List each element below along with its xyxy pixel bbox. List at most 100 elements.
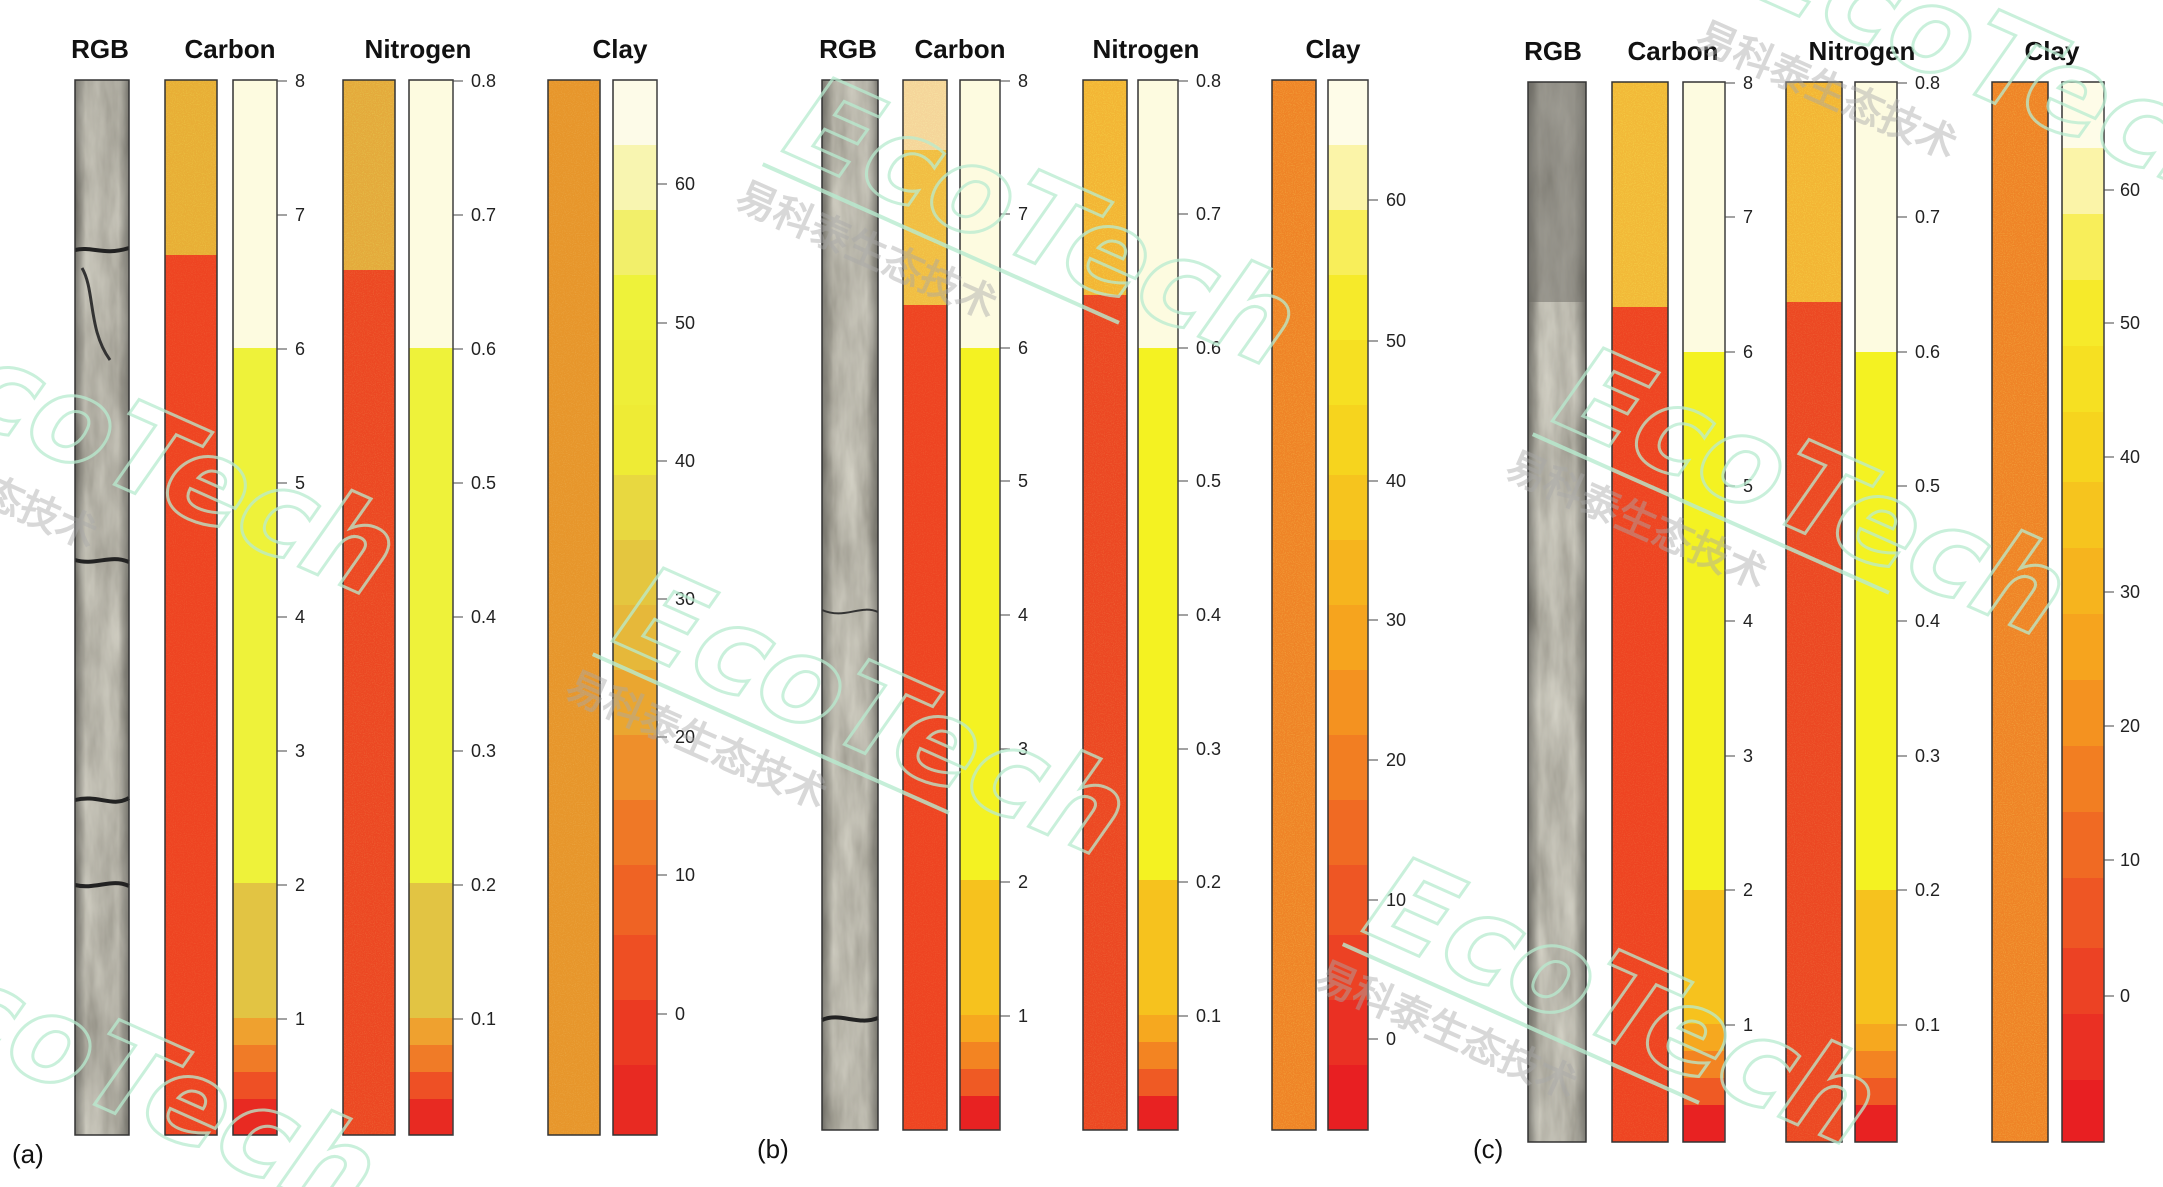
clay-colorbar-band xyxy=(1328,540,1368,605)
clay-colorbar xyxy=(2061,81,2105,1143)
nitrogen-tick-label: 0.5 xyxy=(471,473,496,493)
nitrogen-tick-label: 0.6 xyxy=(471,339,496,359)
nitrogen-colorbar-band xyxy=(1138,1042,1178,1069)
title-nitrogen: Nitrogen xyxy=(1093,34,1200,64)
clay-colorbar-band xyxy=(2062,214,2104,280)
carbon-tick-label: 7 xyxy=(1743,207,1753,227)
nitrogen-colorbar-band xyxy=(1855,1051,1897,1078)
clay-colorbar-band xyxy=(1328,735,1368,800)
panel-c: RGB Carbon Nitrogen Clay (c) xyxy=(1473,36,2140,1164)
clay-tick-label: 50 xyxy=(2120,313,2140,333)
title-nitrogen: Nitrogen xyxy=(1809,36,1916,66)
clay-colorbar-band xyxy=(1328,865,1368,935)
title-rgb: RGB xyxy=(71,34,129,64)
nitrogen-map-image xyxy=(1082,79,1128,1131)
carbon-map-image xyxy=(1611,81,1669,1143)
nitrogen-tick-label: 0.4 xyxy=(1915,611,1940,631)
clay-colorbar-band xyxy=(2062,148,2104,214)
nitrogen-colorbar-band xyxy=(1138,1096,1178,1130)
nitrogen-tick-label: 0.3 xyxy=(1915,746,1940,766)
nitrogen-colorbar-band xyxy=(1138,80,1178,348)
nitrogen-colorbar-band xyxy=(1855,1105,1897,1142)
clay-colorbar-band xyxy=(2062,680,2104,746)
clay-colorbar-band xyxy=(2062,280,2104,346)
carbon-tick-label: 6 xyxy=(1743,342,1753,362)
nitrogen-tick-label: 0.4 xyxy=(1196,605,1221,625)
clay-colorbar xyxy=(612,79,658,1136)
carbon-tick-label: 4 xyxy=(1743,611,1753,631)
clay-colorbar-band xyxy=(1328,340,1368,405)
carbon-colorbar-band xyxy=(1683,1051,1725,1078)
clay-axis: 0 10 20 30 40 50 60 xyxy=(656,80,695,1135)
nitrogen-colorbar-band xyxy=(1138,348,1178,880)
carbon-colorbar-band xyxy=(960,348,1000,880)
panel-b: RGB Carbon Nitrogen Clay (b) xyxy=(757,34,1406,1164)
carbon-colorbar-band xyxy=(233,1045,277,1072)
clay-tick-label: 50 xyxy=(675,313,695,333)
clay-tick-label: 40 xyxy=(675,451,695,471)
carbon-tick-label: 3 xyxy=(295,741,305,761)
clay-colorbar-band xyxy=(1328,210,1368,275)
nitrogen-map-image xyxy=(342,79,396,1136)
clay-tick-label: 40 xyxy=(1386,471,1406,491)
nitrogen-colorbar xyxy=(408,79,454,1136)
clay-colorbar-band xyxy=(613,540,657,605)
carbon-tick-label: 4 xyxy=(295,607,305,627)
nitrogen-tick-label: 0.2 xyxy=(471,875,496,895)
clay-colorbar-band xyxy=(613,800,657,865)
carbon-axis: 1 2 3 4 5 6 7 8 xyxy=(276,71,305,1135)
nitrogen-colorbar-band xyxy=(409,1018,453,1045)
nitrogen-colorbar-band xyxy=(1138,1015,1178,1042)
clay-colorbar-band xyxy=(2062,878,2104,948)
carbon-colorbar-band xyxy=(960,880,1000,1015)
clay-tick-label: 0 xyxy=(1386,1029,1396,1049)
carbon-colorbar xyxy=(232,79,278,1136)
clay-colorbar-band xyxy=(613,1065,657,1135)
nitrogen-colorbar-band xyxy=(409,1045,453,1072)
carbon-colorbar-band xyxy=(960,1069,1000,1096)
carbon-colorbar-band xyxy=(233,1099,277,1135)
carbon-colorbar-band xyxy=(233,348,277,883)
carbon-tick-label: 2 xyxy=(295,875,305,895)
clay-tick-label: 60 xyxy=(1386,190,1406,210)
carbon-tick-label: 4 xyxy=(1018,605,1028,625)
clay-colorbar-band xyxy=(2062,1014,2104,1080)
carbon-colorbar xyxy=(959,79,1001,1131)
panel-label: (c) xyxy=(1473,1134,1503,1164)
clay-colorbar-band xyxy=(2062,948,2104,1014)
title-clay: Clay xyxy=(1306,34,1361,64)
carbon-colorbar-band xyxy=(1683,352,1725,890)
carbon-map-image xyxy=(164,79,218,1136)
nitrogen-tick-label: 0.4 xyxy=(471,607,496,627)
clay-tick-label: 10 xyxy=(675,865,695,885)
clay-tick-label: 10 xyxy=(2120,850,2140,870)
carbon-tick-label: 7 xyxy=(295,205,305,225)
clay-colorbar-band xyxy=(2062,1080,2104,1142)
nitrogen-colorbar-band xyxy=(1855,890,1897,1024)
title-rgb: RGB xyxy=(819,34,877,64)
title-carbon: Carbon xyxy=(915,34,1006,64)
carbon-colorbar-band xyxy=(233,80,277,348)
nitrogen-tick-label: 0.8 xyxy=(1196,71,1221,91)
clay-colorbar-band xyxy=(613,605,657,670)
clay-colorbar-band xyxy=(613,340,657,405)
clay-colorbar-band xyxy=(1328,1000,1368,1065)
carbon-tick-label: 2 xyxy=(1743,880,1753,900)
clay-colorbar-band xyxy=(613,935,657,1000)
clay-colorbar-band xyxy=(1328,1065,1368,1130)
clay-colorbar-band xyxy=(613,1000,657,1065)
clay-tick-label: 30 xyxy=(675,589,695,609)
nitrogen-axis: 0.1 0.2 0.3 0.4 0.5 0.6 0.7 0.8 xyxy=(452,71,496,1135)
nitrogen-tick-label: 0.5 xyxy=(1915,476,1940,496)
carbon-tick-label: 1 xyxy=(1018,1006,1028,1026)
title-clay: Clay xyxy=(593,34,648,64)
nitrogen-tick-label: 0.1 xyxy=(1196,1006,1221,1026)
clay-colorbar-band xyxy=(613,475,657,540)
clay-map-image xyxy=(1271,79,1317,1131)
clay-map-image xyxy=(547,79,601,1136)
nitrogen-colorbar-band xyxy=(409,883,453,1018)
clay-tick-label: 30 xyxy=(1386,610,1406,630)
clay-tick-label: 30 xyxy=(2120,582,2140,602)
nitrogen-map-image xyxy=(1785,81,1843,1143)
